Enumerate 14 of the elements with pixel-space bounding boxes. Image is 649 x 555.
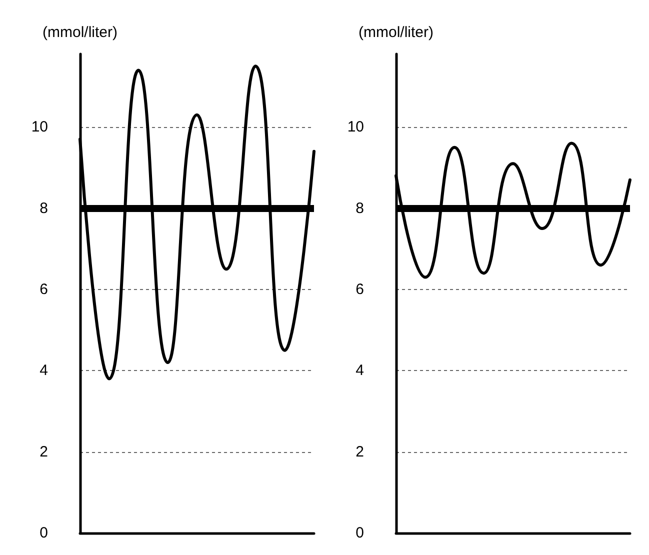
y-tick-label: 2 bbox=[356, 443, 364, 460]
y-tick-label: 4 bbox=[40, 362, 48, 380]
y-tick-label: 8 bbox=[40, 200, 48, 217]
y-tick-label: 8 bbox=[356, 200, 364, 217]
y-tick-label: 0 bbox=[356, 524, 364, 542]
y-tick-label: 6 bbox=[40, 280, 48, 298]
y-tick-label: 0 bbox=[40, 524, 48, 542]
y-axis-title: (mmol/liter) bbox=[42, 24, 118, 41]
y-tick-label: 2 bbox=[40, 443, 48, 460]
y-tick-label: 10 bbox=[347, 118, 364, 136]
y-axis-title: (mmol/liter) bbox=[358, 24, 434, 41]
y-tick-label: 6 bbox=[356, 280, 364, 298]
y-tick-label: 4 bbox=[356, 362, 364, 380]
y-tick-label: 10 bbox=[31, 118, 48, 136]
